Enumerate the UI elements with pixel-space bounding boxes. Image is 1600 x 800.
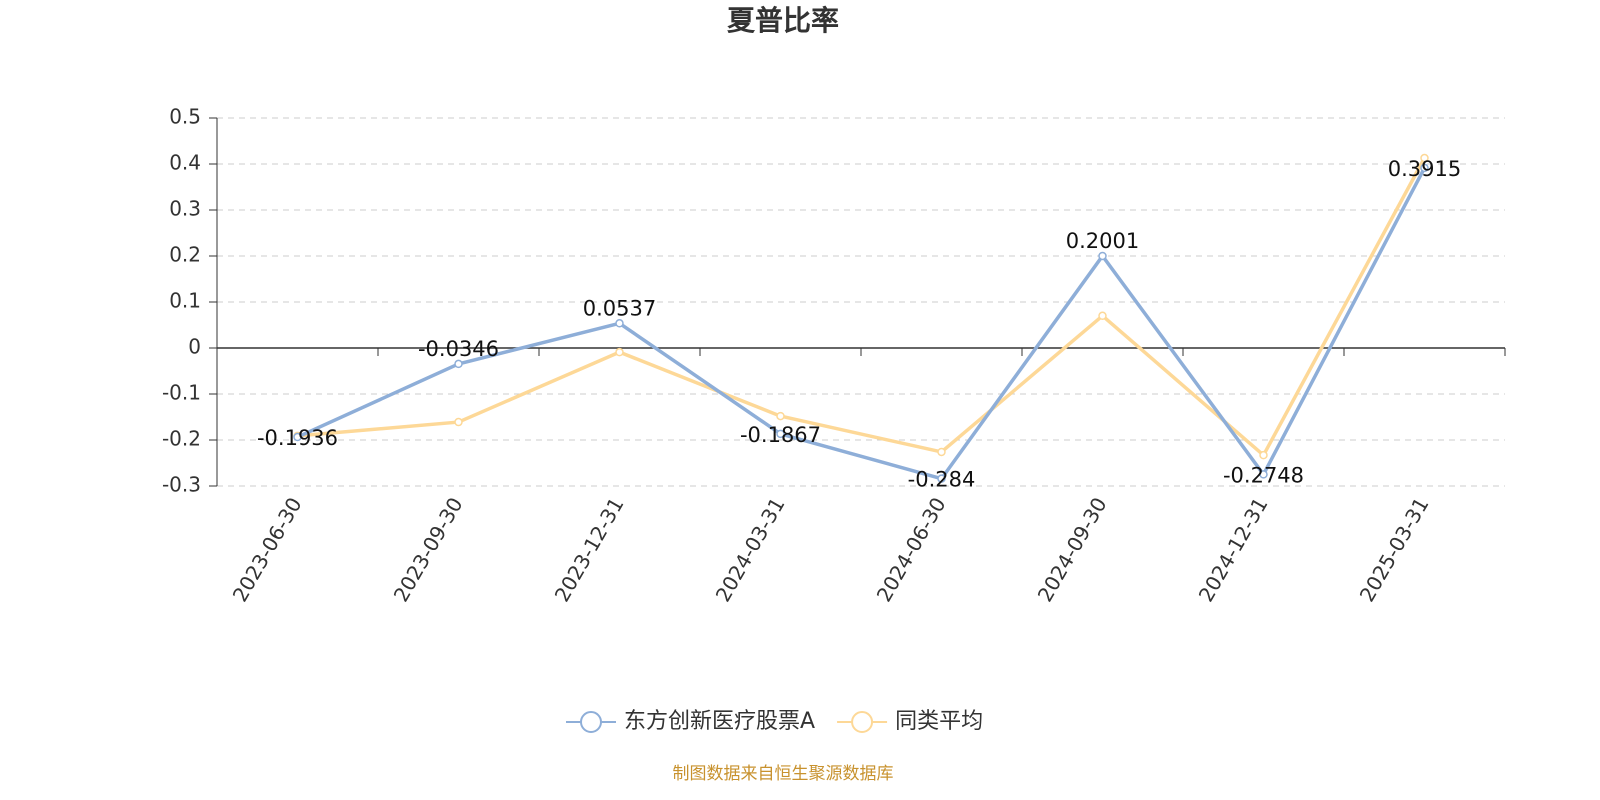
y-tick-label: -0.3 [162, 473, 201, 497]
legend-marker [580, 711, 602, 733]
legend-marker [851, 711, 874, 733]
point [615, 319, 624, 328]
y-tick-label: 0.2 [169, 243, 201, 267]
point [1259, 470, 1268, 479]
point [454, 359, 463, 369]
series-line [297, 157, 1427, 457]
legend-label: 东方创新医疗股票A [624, 709, 815, 734]
x-tick-label: 2023-06-30 [228, 493, 307, 606]
chart-title: 夏普比率 [727, 4, 839, 37]
y-tick-label: 0.1 [169, 289, 201, 313]
point [776, 411, 785, 421]
y-tick-label: -0.2 [162, 427, 201, 451]
point [1420, 163, 1429, 173]
point [1420, 153, 1429, 163]
data-label: 0.2001 [1066, 229, 1139, 253]
y-tick-label: 0 [188, 335, 201, 359]
data-label: -0.2748 [1223, 463, 1304, 487]
y-tick-label: 0.3 [169, 197, 201, 221]
point [776, 429, 785, 439]
point [1259, 450, 1268, 460]
data-label: 0.0537 [583, 296, 656, 320]
data-label: -0.284 [908, 468, 976, 492]
point [1098, 251, 1107, 261]
x-tick-label: 2023-09-30 [389, 493, 468, 606]
x-tick-label: 2024-06-30 [872, 493, 951, 606]
point [615, 347, 624, 357]
point [937, 447, 946, 457]
legend-label: 同类平均 [895, 709, 983, 734]
x-tick-label: 2023-12-31 [550, 493, 629, 606]
x-tick-label: 2024-12-31 [1194, 493, 1273, 606]
x-tick-label: 2024-09-30 [1033, 493, 1112, 606]
x-tick-label: 2024-03-31 [711, 493, 790, 606]
x-tick-label: 2025-03-31 [1355, 493, 1434, 606]
data-label: -0.1867 [740, 423, 821, 447]
series-line [296, 167, 1427, 481]
data-label: -0.1936 [257, 426, 338, 450]
point [1098, 311, 1107, 321]
point [293, 432, 302, 442]
source-note: 制图数据来自恒生聚源数据库 [673, 764, 894, 784]
legend: 东方创新医疗股票A 同类平均 [566, 709, 983, 734]
y-tick-label: -0.1 [162, 381, 201, 405]
point [937, 474, 946, 483]
data-label: 0.3915 [1388, 157, 1461, 181]
data-label: -0.0346 [418, 337, 499, 361]
y-tick-label: 0.5 [169, 105, 201, 129]
y-tick-label: 0.4 [169, 151, 201, 175]
point [454, 417, 463, 427]
